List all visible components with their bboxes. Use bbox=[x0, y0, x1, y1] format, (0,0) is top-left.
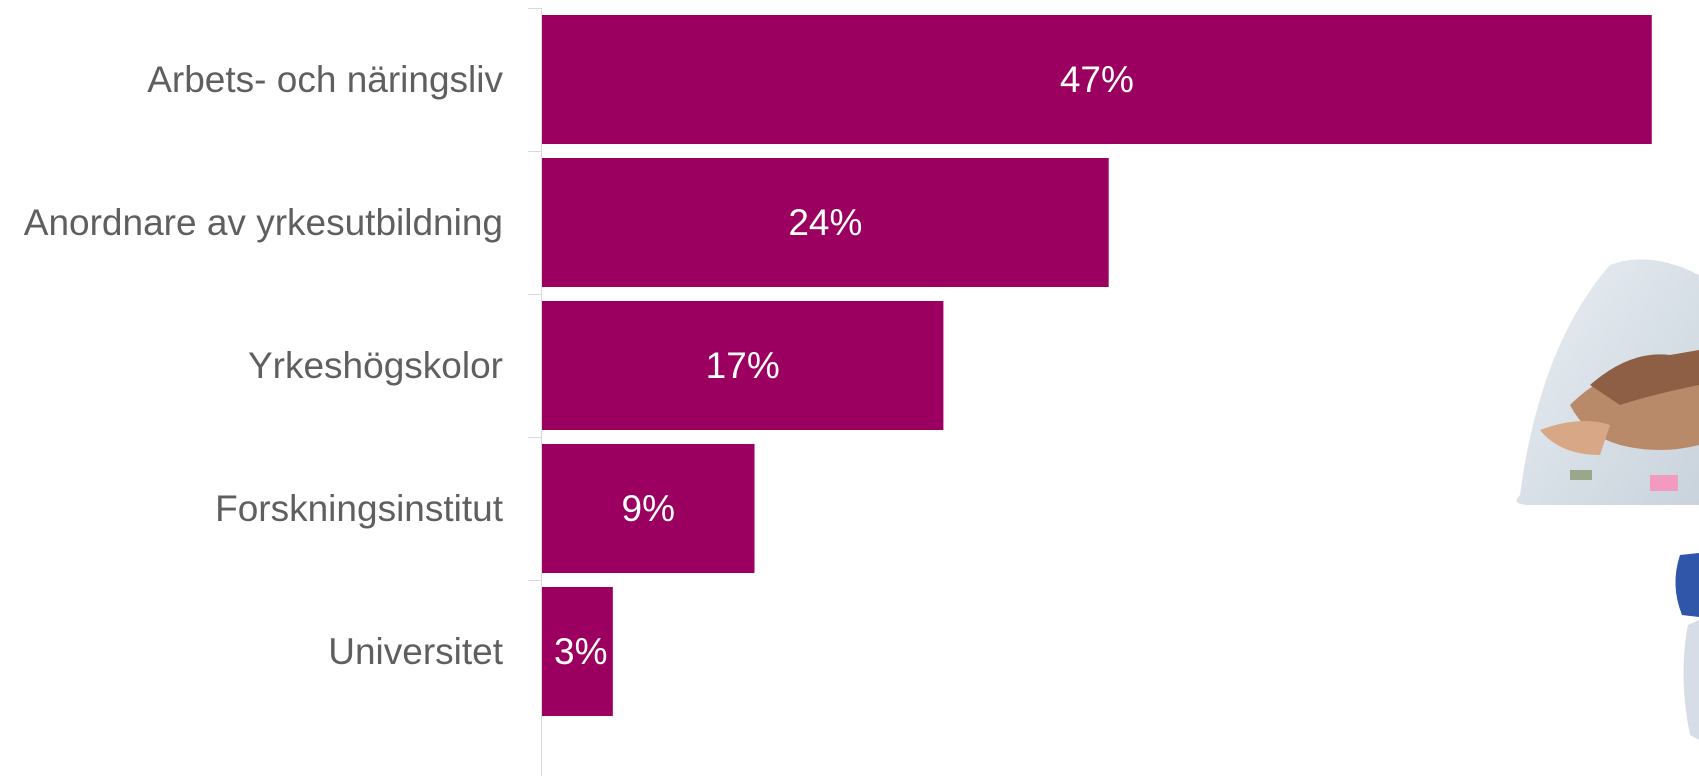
teamwork-photo bbox=[1500, 255, 1699, 776]
category-axis bbox=[528, 8, 542, 776]
category-label: Arbets- och näringsliv bbox=[147, 59, 503, 100]
bar-0 bbox=[542, 15, 1652, 144]
bars-group bbox=[542, 15, 1652, 716]
value-label: 47% bbox=[1060, 59, 1134, 100]
value-label: 3% bbox=[554, 631, 607, 672]
value-label: 9% bbox=[622, 488, 675, 529]
category-label: Anordnare av yrkesutbildning bbox=[24, 202, 503, 243]
bar-3 bbox=[542, 444, 755, 573]
category-label: Forskningsinstitut bbox=[215, 488, 504, 529]
bar-1 bbox=[542, 158, 1109, 287]
labels-group: Arbets- och näringsliv 47% Anordnare av yr… bbox=[24, 59, 1134, 672]
category-label: Universitet bbox=[328, 631, 503, 672]
category-label: Yrkeshögskolor bbox=[248, 345, 503, 386]
value-label: 24% bbox=[788, 202, 862, 243]
value-label: 17% bbox=[706, 345, 780, 386]
bar-4 bbox=[542, 587, 613, 716]
bar-2 bbox=[542, 301, 944, 430]
